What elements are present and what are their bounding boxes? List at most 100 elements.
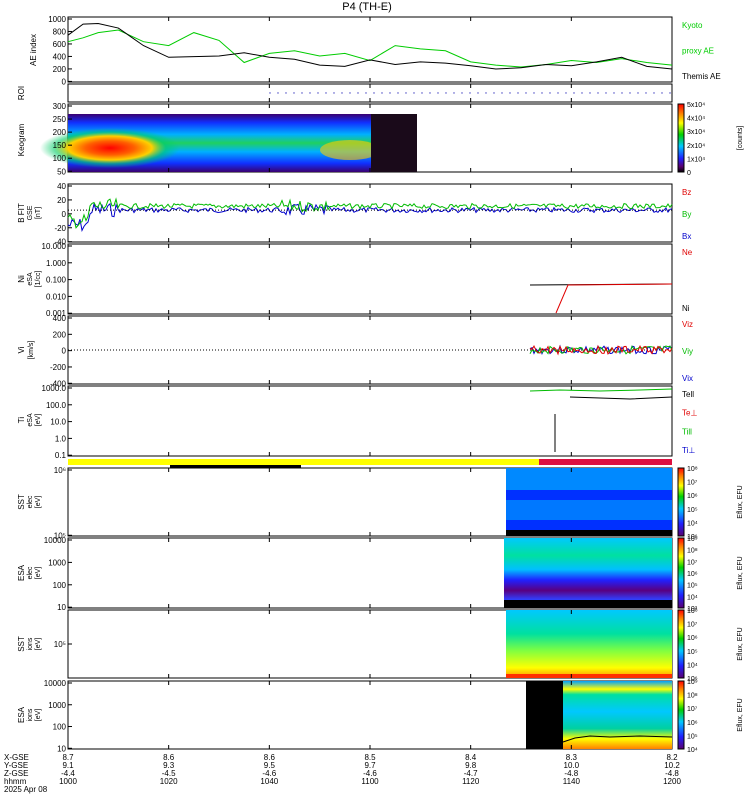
ae-series	[67, 22, 673, 70]
y-label-roi: ROI	[17, 86, 26, 100]
roi-dot	[469, 92, 471, 94]
roi-dot	[613, 92, 615, 94]
legend-vi: Vix	[682, 374, 693, 383]
roi-dot	[477, 92, 479, 94]
x-axis-value: -4.5	[162, 769, 176, 778]
roi-dot	[597, 92, 599, 94]
roi-dot	[301, 92, 303, 94]
roi-dot	[605, 92, 607, 94]
roi-dot	[629, 92, 631, 94]
x-axis-value: 1040	[260, 777, 278, 786]
colorbar-tick: 10⁹	[687, 679, 698, 686]
y-tick-label: 100	[53, 723, 67, 732]
colorbar-tick: 5x10⁴	[687, 102, 705, 109]
x-axis-row-label: Y-GSE	[4, 761, 28, 770]
roi-dot	[341, 92, 343, 94]
roi-dot	[557, 92, 559, 94]
y-tick-label: 800	[53, 27, 67, 36]
legend-vi: Viz	[682, 320, 693, 329]
x-axis-row-label: X-GSE	[4, 753, 29, 762]
colorbar-tick: 10⁸	[687, 693, 698, 700]
y-tick-label: 0.001	[46, 309, 67, 318]
y-label-sst_e: SST	[17, 494, 26, 510]
colorbar-tick: 10⁴	[687, 662, 698, 669]
colorbar-tick: 10⁶	[687, 571, 698, 578]
y-label-ni: Ni	[17, 275, 26, 283]
colorbar-label: Eflux, EFU	[737, 698, 744, 731]
colorbar-tick: 10³	[687, 606, 698, 613]
x-axis-value: -4.7	[464, 769, 478, 778]
roi-dot	[333, 92, 335, 94]
y-unit-sst_i: [eV]	[35, 638, 42, 651]
x-axis-value: 8.4	[465, 753, 477, 762]
colorbar-tick: 10⁶	[687, 493, 698, 500]
colorbar-tick: 4x10⁴	[687, 116, 705, 123]
y-axis-title-ni: Ni eSA [1/cc]	[17, 271, 42, 288]
colorbar-tick: 10⁹	[687, 536, 698, 543]
roi-dot	[525, 92, 527, 94]
y-tick-label: 1.000	[46, 259, 67, 268]
y-tick-label: 10⁵	[54, 531, 66, 540]
colorbar-tick: 10⁵	[687, 649, 698, 656]
panel-frame-bfield	[67, 183, 673, 243]
colorbar-title: [counts]	[737, 126, 744, 151]
y-tick-label: 40	[57, 182, 66, 191]
roi-dot	[661, 92, 663, 94]
legend-ti: Till	[682, 427, 692, 436]
x-axis-value: 1120	[462, 777, 480, 786]
x-axis-value: 1200	[663, 777, 681, 786]
y-tick-label: 10000	[44, 536, 67, 545]
y-tick-label: 0.1	[55, 451, 67, 460]
colorbar-tick: 10⁶	[687, 534, 698, 541]
x-axis-value: 8.2	[666, 753, 678, 762]
x-axis-value: 1100	[361, 777, 379, 786]
x-axis-value: 1000	[59, 777, 77, 786]
x-axis-row-label: hhmm	[4, 777, 27, 786]
colorbars	[677, 103, 685, 750]
roi-dot	[397, 92, 399, 94]
x-axis-value: -4.6	[262, 769, 276, 778]
x-axis-value: 1020	[160, 777, 178, 786]
bfield-trace	[67, 197, 673, 229]
roi-dot	[429, 92, 431, 94]
colorbar-tick: 0	[687, 170, 691, 177]
y-sub-sst_e: elec	[27, 495, 34, 508]
colorbar-tick: 10⁶	[687, 720, 698, 727]
colorbar-title: Eflux, EFU	[737, 698, 744, 731]
y-axis-title-esa_i: ESA ions [eV]	[17, 706, 42, 723]
x-axis-value: 9.8	[465, 761, 477, 770]
roi-dot	[317, 92, 319, 94]
y-label-ti: Ti	[17, 417, 26, 424]
legend-ni: Ni	[682, 304, 690, 313]
roi-dot	[549, 92, 551, 94]
colorbar-tick: 10⁶	[687, 635, 698, 642]
y-tick-label: 200	[53, 330, 67, 339]
y-label-vi: Vi	[17, 346, 26, 353]
legend-ti: Te⊥	[682, 409, 697, 418]
x-axis-value: 9.3	[163, 761, 175, 770]
roi-dot	[285, 92, 287, 94]
plot-title: P4 (TH-E)	[342, 1, 392, 13]
y-unit-esa_i: [eV]	[35, 709, 42, 722]
roi-dot	[509, 92, 511, 94]
roi-dot	[573, 92, 575, 94]
legend-bfield: By	[682, 210, 691, 219]
roi-dot	[581, 92, 583, 94]
roi-dot	[565, 92, 567, 94]
x-axis-row-label: 2025 Apr 08	[4, 785, 48, 794]
x-axis-value: -4.4	[61, 769, 75, 778]
esa-elec-image	[504, 538, 672, 608]
roi-dot	[445, 92, 447, 94]
x-axis-value: 10.0	[564, 761, 580, 770]
x-axis-value: 8.6	[264, 753, 276, 762]
x-axis-value: -4.8	[564, 769, 578, 778]
y-label-sst_i: SST	[17, 636, 26, 652]
roi-dot	[493, 92, 495, 94]
y-tick-label: 250	[53, 115, 67, 124]
y-tick-label: 0.010	[46, 292, 67, 301]
colorbar-tick: 10⁶	[687, 676, 698, 683]
roi-dot	[413, 92, 415, 94]
y-sub-ti: eSA	[27, 413, 34, 427]
colorbar-title: Eflux, EFU	[737, 627, 744, 660]
